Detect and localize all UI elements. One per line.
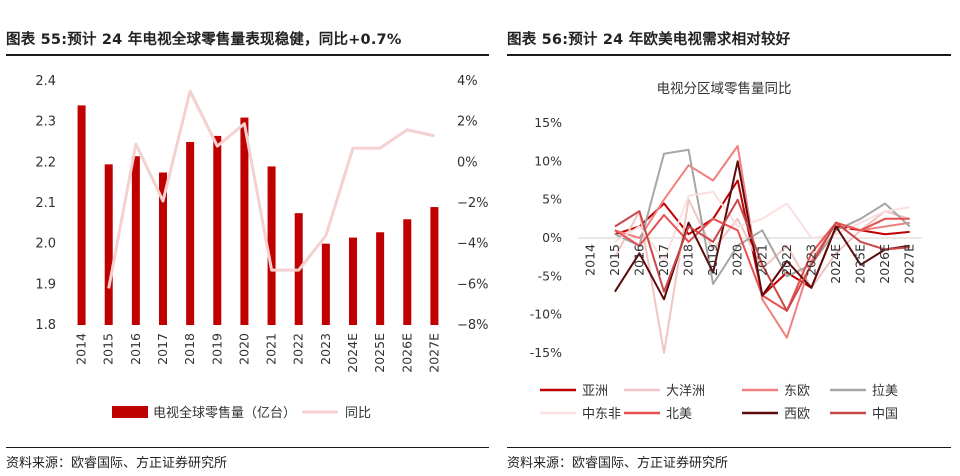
x-axis-tick-label: 2027E — [426, 333, 441, 373]
regional-tv-yoy-chart: 电视分区域零售量同比 15% 10% 5% 0% -5% -10% -15% 2014 2015 2… — [530, 81, 922, 422]
x-axis-tick-label: 2023 — [803, 244, 818, 276]
x-axis-tick-label: 2023 — [318, 333, 333, 365]
bar — [186, 142, 195, 325]
legend-label-bars: 电视全球零售量（亿台） — [153, 405, 296, 421]
x-axis-tick-label: 2022 — [291, 333, 306, 365]
left-source-note: 资料来源：欧睿国际、方正证券研究所 — [6, 456, 228, 471]
bar — [321, 243, 330, 325]
y-axis-tick-label: 2.0 — [35, 237, 56, 252]
x-axis-tick-label: 2014 — [582, 244, 597, 276]
x-axis-tick-label: 2024E — [828, 244, 843, 284]
bar — [159, 172, 167, 325]
x-axis-tick-label: 2015 — [607, 244, 622, 276]
y2-axis-tick-label: 0% — [457, 155, 478, 170]
right-source-note: 资料来源：欧睿国际、方正证券研究所 — [507, 456, 729, 471]
yoy-line — [107, 89, 435, 289]
y2-axis-tick-label: 4% — [457, 74, 478, 89]
legend-swatch-bars — [112, 406, 148, 418]
left-chart-title: 图表 55:预计 24 年电视全球零售量表现稳健，同比+0.7% — [6, 32, 402, 48]
y2-axis-tick-label: −4% — [457, 237, 489, 252]
y2-axis-tick-label: −2% — [457, 196, 489, 211]
bar — [267, 166, 276, 325]
x-axis-tick-label: 2021 — [264, 333, 279, 365]
x-axis-tick-label: 2017 — [656, 244, 671, 276]
bar — [104, 164, 113, 325]
x-axis-tick-label: 2025E — [372, 333, 387, 373]
y-axis-tick-label: 2.3 — [35, 115, 56, 130]
legend-label: 中国 — [872, 407, 898, 422]
y2-axis-tick-label: −6% — [457, 277, 489, 292]
y2-axis-tick-label: −8% — [457, 318, 489, 333]
bar — [77, 105, 86, 326]
left-title-rule — [6, 54, 489, 56]
x-axis-tick-label: 2020 — [730, 244, 745, 276]
y-axis-tick-label: 5% — [542, 192, 562, 207]
bar — [430, 207, 439, 325]
legend-label: 西欧 — [784, 407, 810, 422]
y-axis-tick-label: 15% — [534, 115, 562, 130]
x-axis-tick-label: 2019 — [209, 333, 224, 365]
right-source-rule — [507, 447, 951, 448]
bar — [376, 232, 385, 325]
x-axis-tick-label: 2024E — [345, 333, 360, 373]
y-axis-tick-label: 2.2 — [35, 155, 56, 170]
legend-label: 大洋洲 — [666, 384, 705, 399]
y-axis-tick-label: 0% — [542, 230, 562, 245]
y-axis-tick-label: 2.4 — [35, 74, 56, 89]
x-axis-tick-label: 2018 — [182, 333, 197, 365]
legend-label: 亚洲 — [582, 384, 608, 399]
series-line-3 — [614, 148, 911, 285]
legend-label: 拉美 — [872, 384, 898, 399]
legend-label-line: 同比 — [345, 406, 371, 421]
bar — [403, 219, 412, 325]
legend-label: 中东非 — [582, 407, 621, 422]
x-axis-tick-label: 2015 — [101, 333, 116, 365]
bar — [213, 135, 222, 325]
left-source-rule — [6, 447, 489, 448]
series-line-4 — [614, 191, 910, 262]
x-axis-tick-label: 2026E — [399, 333, 414, 373]
x-axis-tick-label: 2017 — [155, 333, 170, 365]
y-axis-tick-label: 2.1 — [35, 196, 56, 211]
legend-label: 东欧 — [784, 384, 810, 399]
x-axis-tick-label: 2020 — [236, 333, 251, 365]
x-axis-tick-label: 2026E — [877, 244, 892, 284]
x-axis-tick-label: 2018 — [681, 244, 696, 276]
y-axis-tick-label: 1.9 — [35, 277, 56, 292]
right-chart-title: 图表 56:预计 24 年欧美电视需求相对较好 — [507, 32, 791, 48]
y-axis-tick-label: -5% — [538, 268, 562, 283]
bar — [131, 156, 140, 325]
x-axis-tick-label: 2025E — [853, 244, 868, 284]
x-axis-tick-label: 2016 — [128, 333, 143, 365]
y-axis-tick-label: 1.8 — [35, 318, 56, 333]
bar — [349, 237, 357, 325]
x-axis-tick-label: 2021 — [754, 244, 769, 276]
series-line-6 — [614, 160, 910, 301]
series-line-7 — [614, 198, 910, 312]
y-axis-tick-label: -15% — [530, 345, 562, 360]
x-axis-tick-label: 2014 — [74, 333, 89, 365]
x-axis-tick-label: 2027E — [902, 244, 917, 284]
plot-title: 电视分区域零售量同比 — [657, 81, 792, 97]
x-axis-tick-label: 2019 — [705, 244, 720, 276]
y-axis-tick-label: 10% — [534, 153, 562, 168]
x-axis-tick-label: 2022 — [779, 244, 794, 276]
x-axis-tick-label: 2016 — [631, 244, 646, 276]
global-tv-retail-chart: 2.4 2.3 2.2 2.1 2.0 1.9 1.8 4% 2% 0% −2% −4% −6% −8% 2… — [35, 74, 489, 421]
y-axis-tick-label: -10% — [530, 307, 562, 322]
legend-label: 北美 — [666, 407, 692, 422]
right-title-rule — [507, 54, 951, 56]
y2-axis-tick-label: 2% — [457, 115, 478, 130]
bar — [240, 117, 249, 325]
